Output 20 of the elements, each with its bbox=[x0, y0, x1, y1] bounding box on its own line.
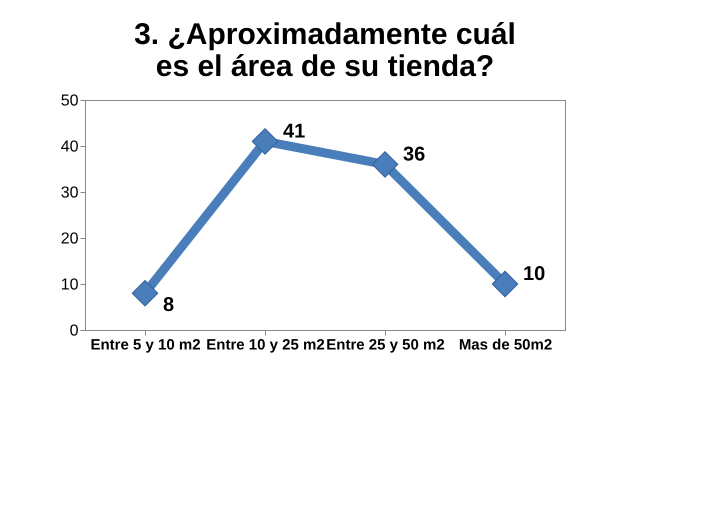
point bbox=[372, 151, 398, 178]
data-label: 36 bbox=[403, 143, 426, 166]
y-tick-label: 20 bbox=[60, 230, 79, 248]
x-tick-label: Entre 5 y 10 m2 bbox=[90, 336, 201, 354]
y-tick-label: 40 bbox=[60, 138, 79, 156]
x-tick-label: Mas de 50m2 bbox=[458, 336, 552, 354]
y-tick-label: 0 bbox=[70, 322, 79, 340]
y-tick-label: 10 bbox=[60, 276, 79, 294]
y-tick-label: 50 bbox=[60, 92, 79, 110]
data-label: 41 bbox=[283, 120, 306, 142]
text: es el área de su tienda? bbox=[156, 50, 494, 83]
point bbox=[132, 280, 158, 306]
x-tick-label: Entre 25 y 50 m2 bbox=[326, 336, 445, 354]
point bbox=[492, 270, 518, 298]
data-label: 10 bbox=[523, 263, 546, 285]
y-tick-label: 30 bbox=[60, 184, 79, 202]
x-tick-label: Entre 10 y 25 m2 bbox=[206, 336, 325, 354]
data-label: 8 bbox=[163, 294, 174, 316]
point bbox=[252, 128, 278, 155]
text: 3. ¿Aproximadamente cuál bbox=[134, 18, 516, 51]
